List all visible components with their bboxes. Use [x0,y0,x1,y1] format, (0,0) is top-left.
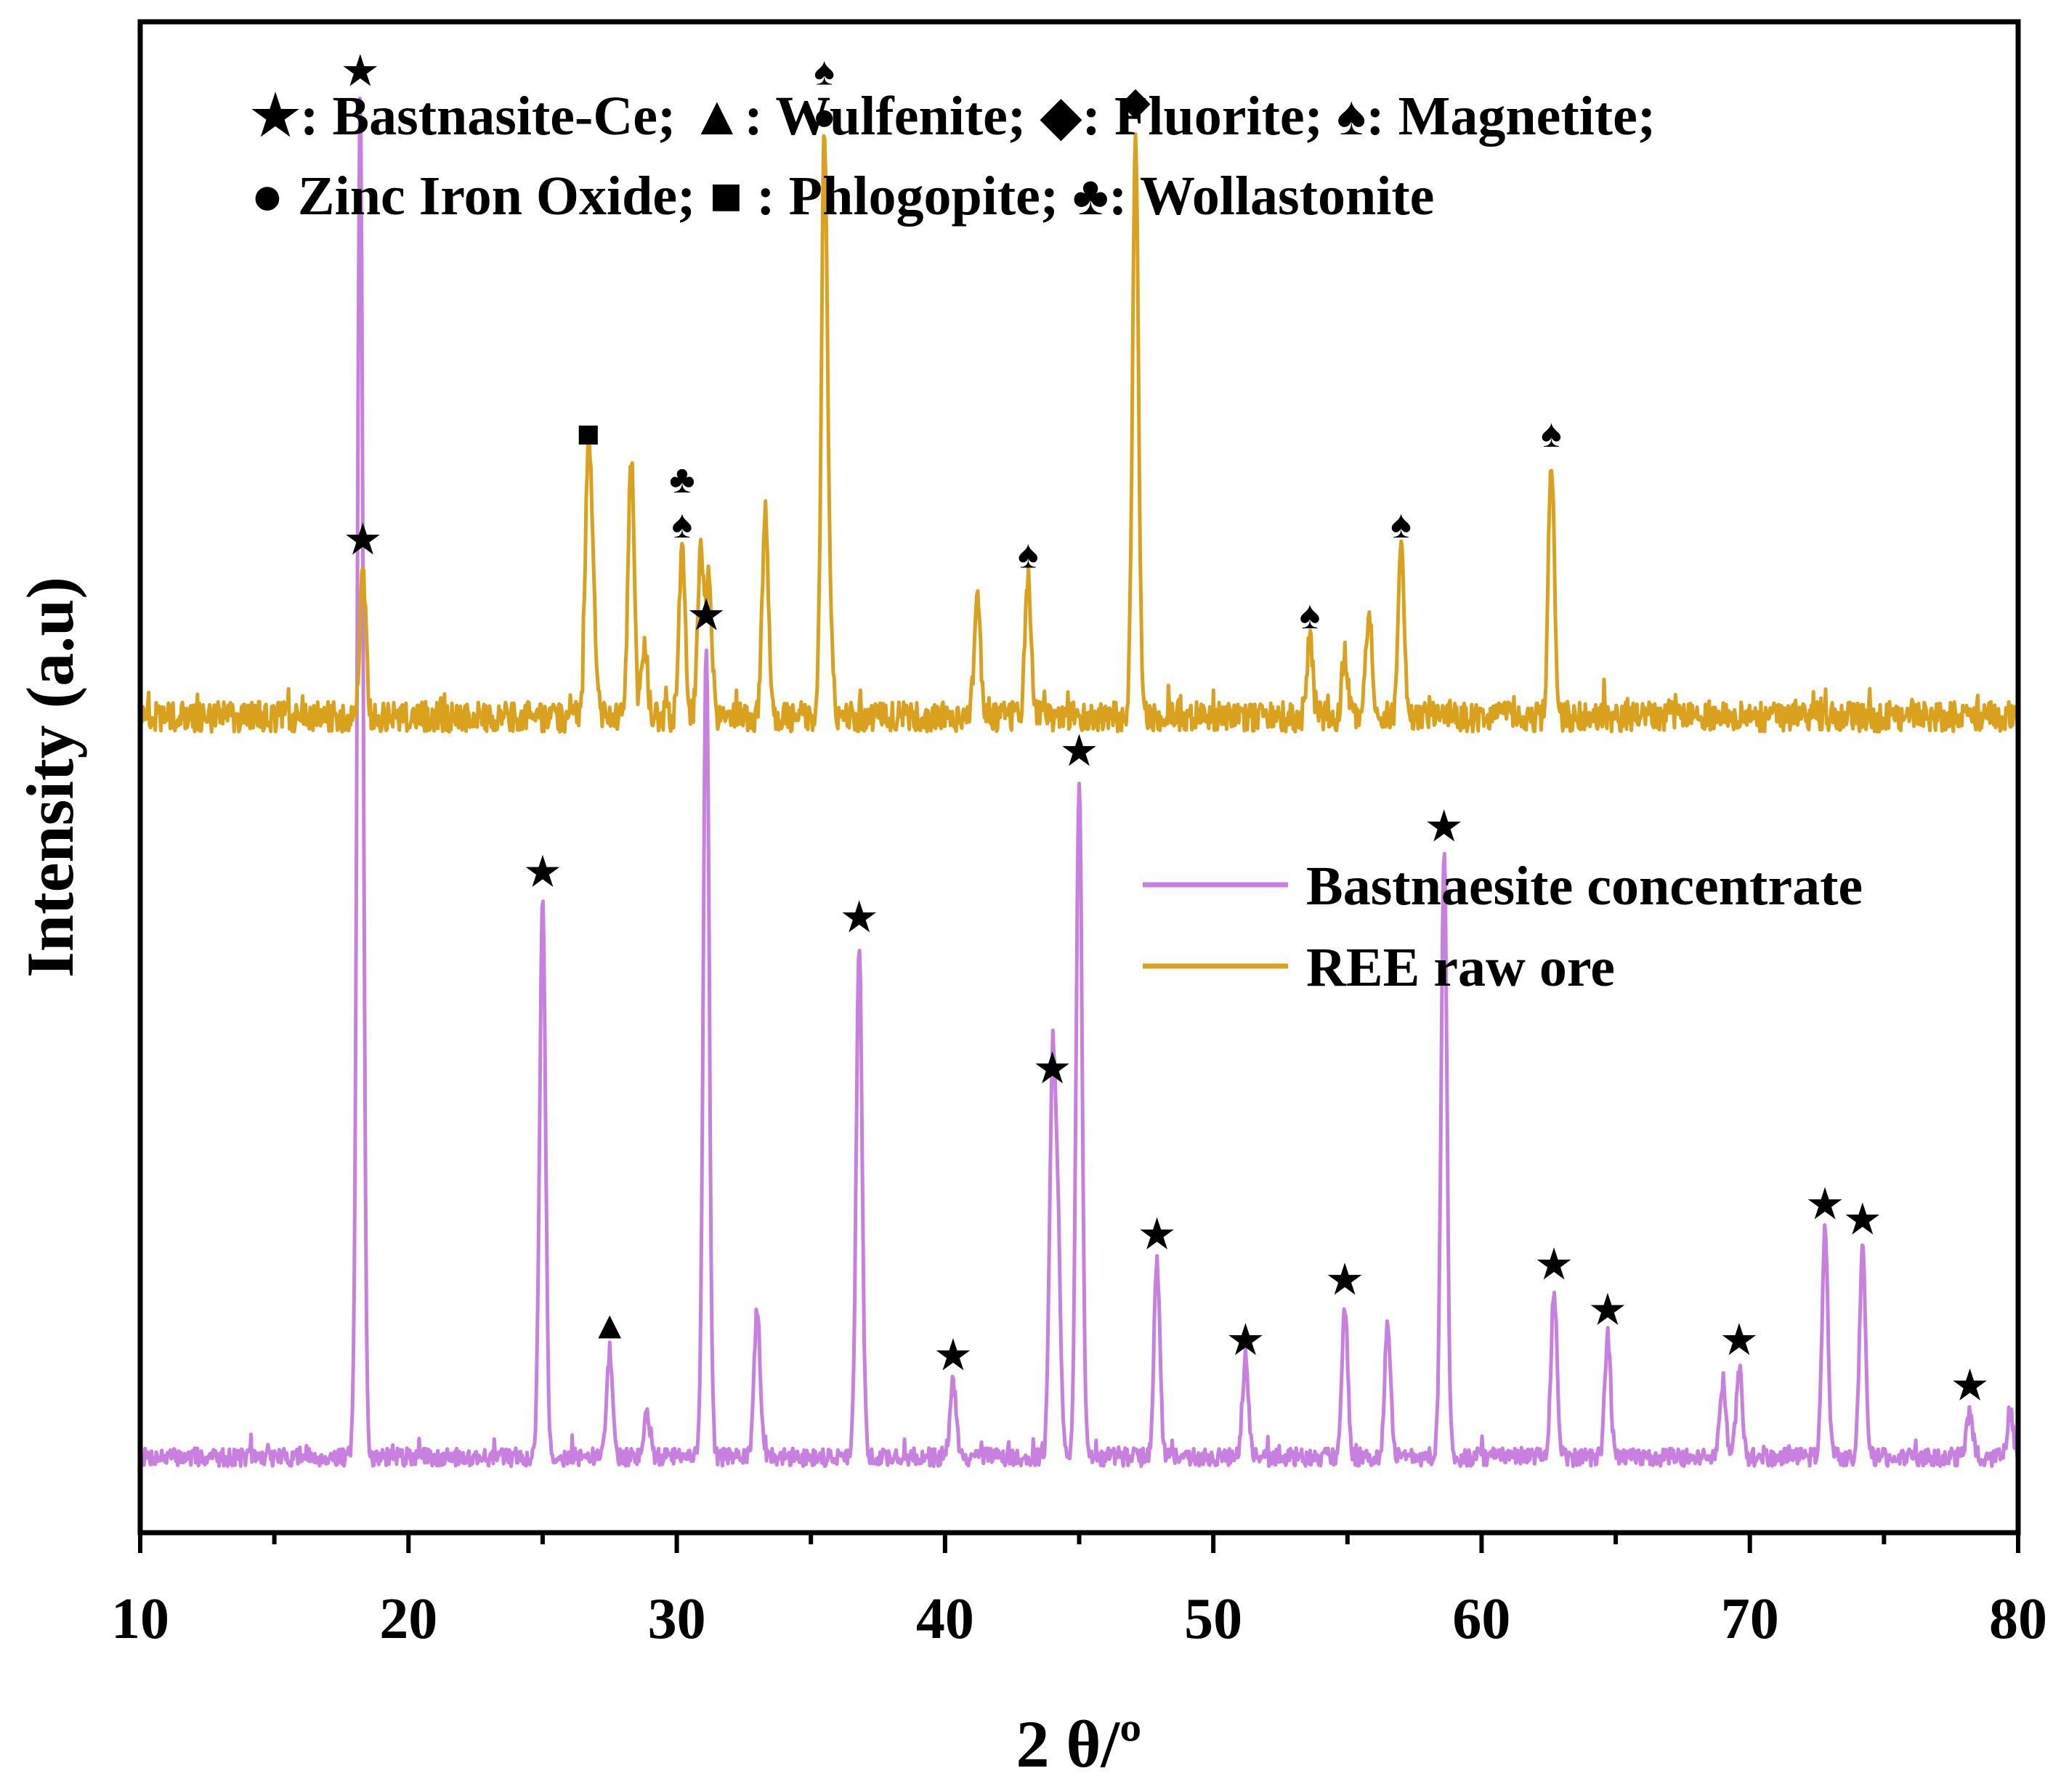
legend-label-ree-raw-ore: REE raw ore [1306,937,1615,998]
series-line-ree-raw-ore [139,132,2020,734]
peak-marker: ♠ [814,49,835,93]
peak-marker: ★ [1807,1183,1842,1226]
peak-marker: ▲ [591,1303,629,1347]
series-line-bastnaesite [138,96,2020,1468]
peak-marker: ★ [1952,1364,1987,1408]
peak-marker: ★ [1536,1243,1571,1286]
peak-marker: ★ [1427,805,1462,848]
x-axis-label: 2 θ/º [1016,1707,1142,1781]
peak-marker: ★ [525,850,560,893]
peak-marker: ★ [936,1334,971,1377]
x-tick-label: 40 [916,1587,974,1651]
phase-legend-line-1: ★: Bastnasite-Ce; ▲: Wulfenite; ◆: Fluor… [251,86,1656,147]
peak-marker: ★ [1845,1198,1880,1241]
peak-marker: ★ [1590,1289,1625,1332]
peak-markers-group: ★★▲★★★★★★★★★★★★★ ★★★■♠♣●♠♠◆♠♠♠ [343,49,1988,1408]
x-tick-label: 70 [1721,1587,1779,1651]
peak-marker: ♣ [669,458,695,501]
x-tick-label: 50 [1184,1587,1242,1651]
peak-marker: ★ [841,896,876,939]
x-tick-label: 60 [1452,1587,1510,1651]
x-axis-ticks: 10 20 30 40 50 60 70 80 [111,1533,2047,1651]
x-tick-label: 10 [111,1587,169,1651]
peak-marker: ♠ [1018,533,1039,577]
peak-marker: ★ [1139,1213,1174,1257]
peak-marker: ★ [343,49,378,93]
peak-marker: ★ [1722,1318,1757,1362]
peak-marker: ★ [1327,1258,1362,1302]
peak-marker: ★ [1228,1318,1263,1362]
peak-marker: ♠ [1541,412,1562,455]
peak-marker: ★ [1034,1047,1069,1090]
x-tick-label: 80 [1989,1587,2047,1651]
peak-marker: ★ [345,518,380,561]
y-axis-label: Intensity (a.u) [13,577,87,978]
phase-legend-line-2: ● Zinc Iron Oxide; ■ : Phlogopite; ♣: Wo… [251,166,1434,227]
x-tick-label: 30 [648,1587,706,1651]
series-legend: Bastnaesite concentrate REE raw ore [1143,856,1863,998]
peak-marker: ★ [689,593,724,637]
peak-marker: ◆ [1120,80,1151,123]
peak-marker: ♠ [1300,593,1321,637]
peak-marker: ■ [576,412,600,455]
legend-label-bastnaesite: Bastnaesite concentrate [1306,856,1863,917]
peak-marker: ● [812,94,836,138]
x-tick-label: 20 [379,1587,437,1651]
peak-marker: ★ [1061,729,1096,773]
peak-marker: ♠ [1390,503,1412,546]
peak-marker: ♠ [672,503,693,546]
series-group [138,96,2020,1468]
